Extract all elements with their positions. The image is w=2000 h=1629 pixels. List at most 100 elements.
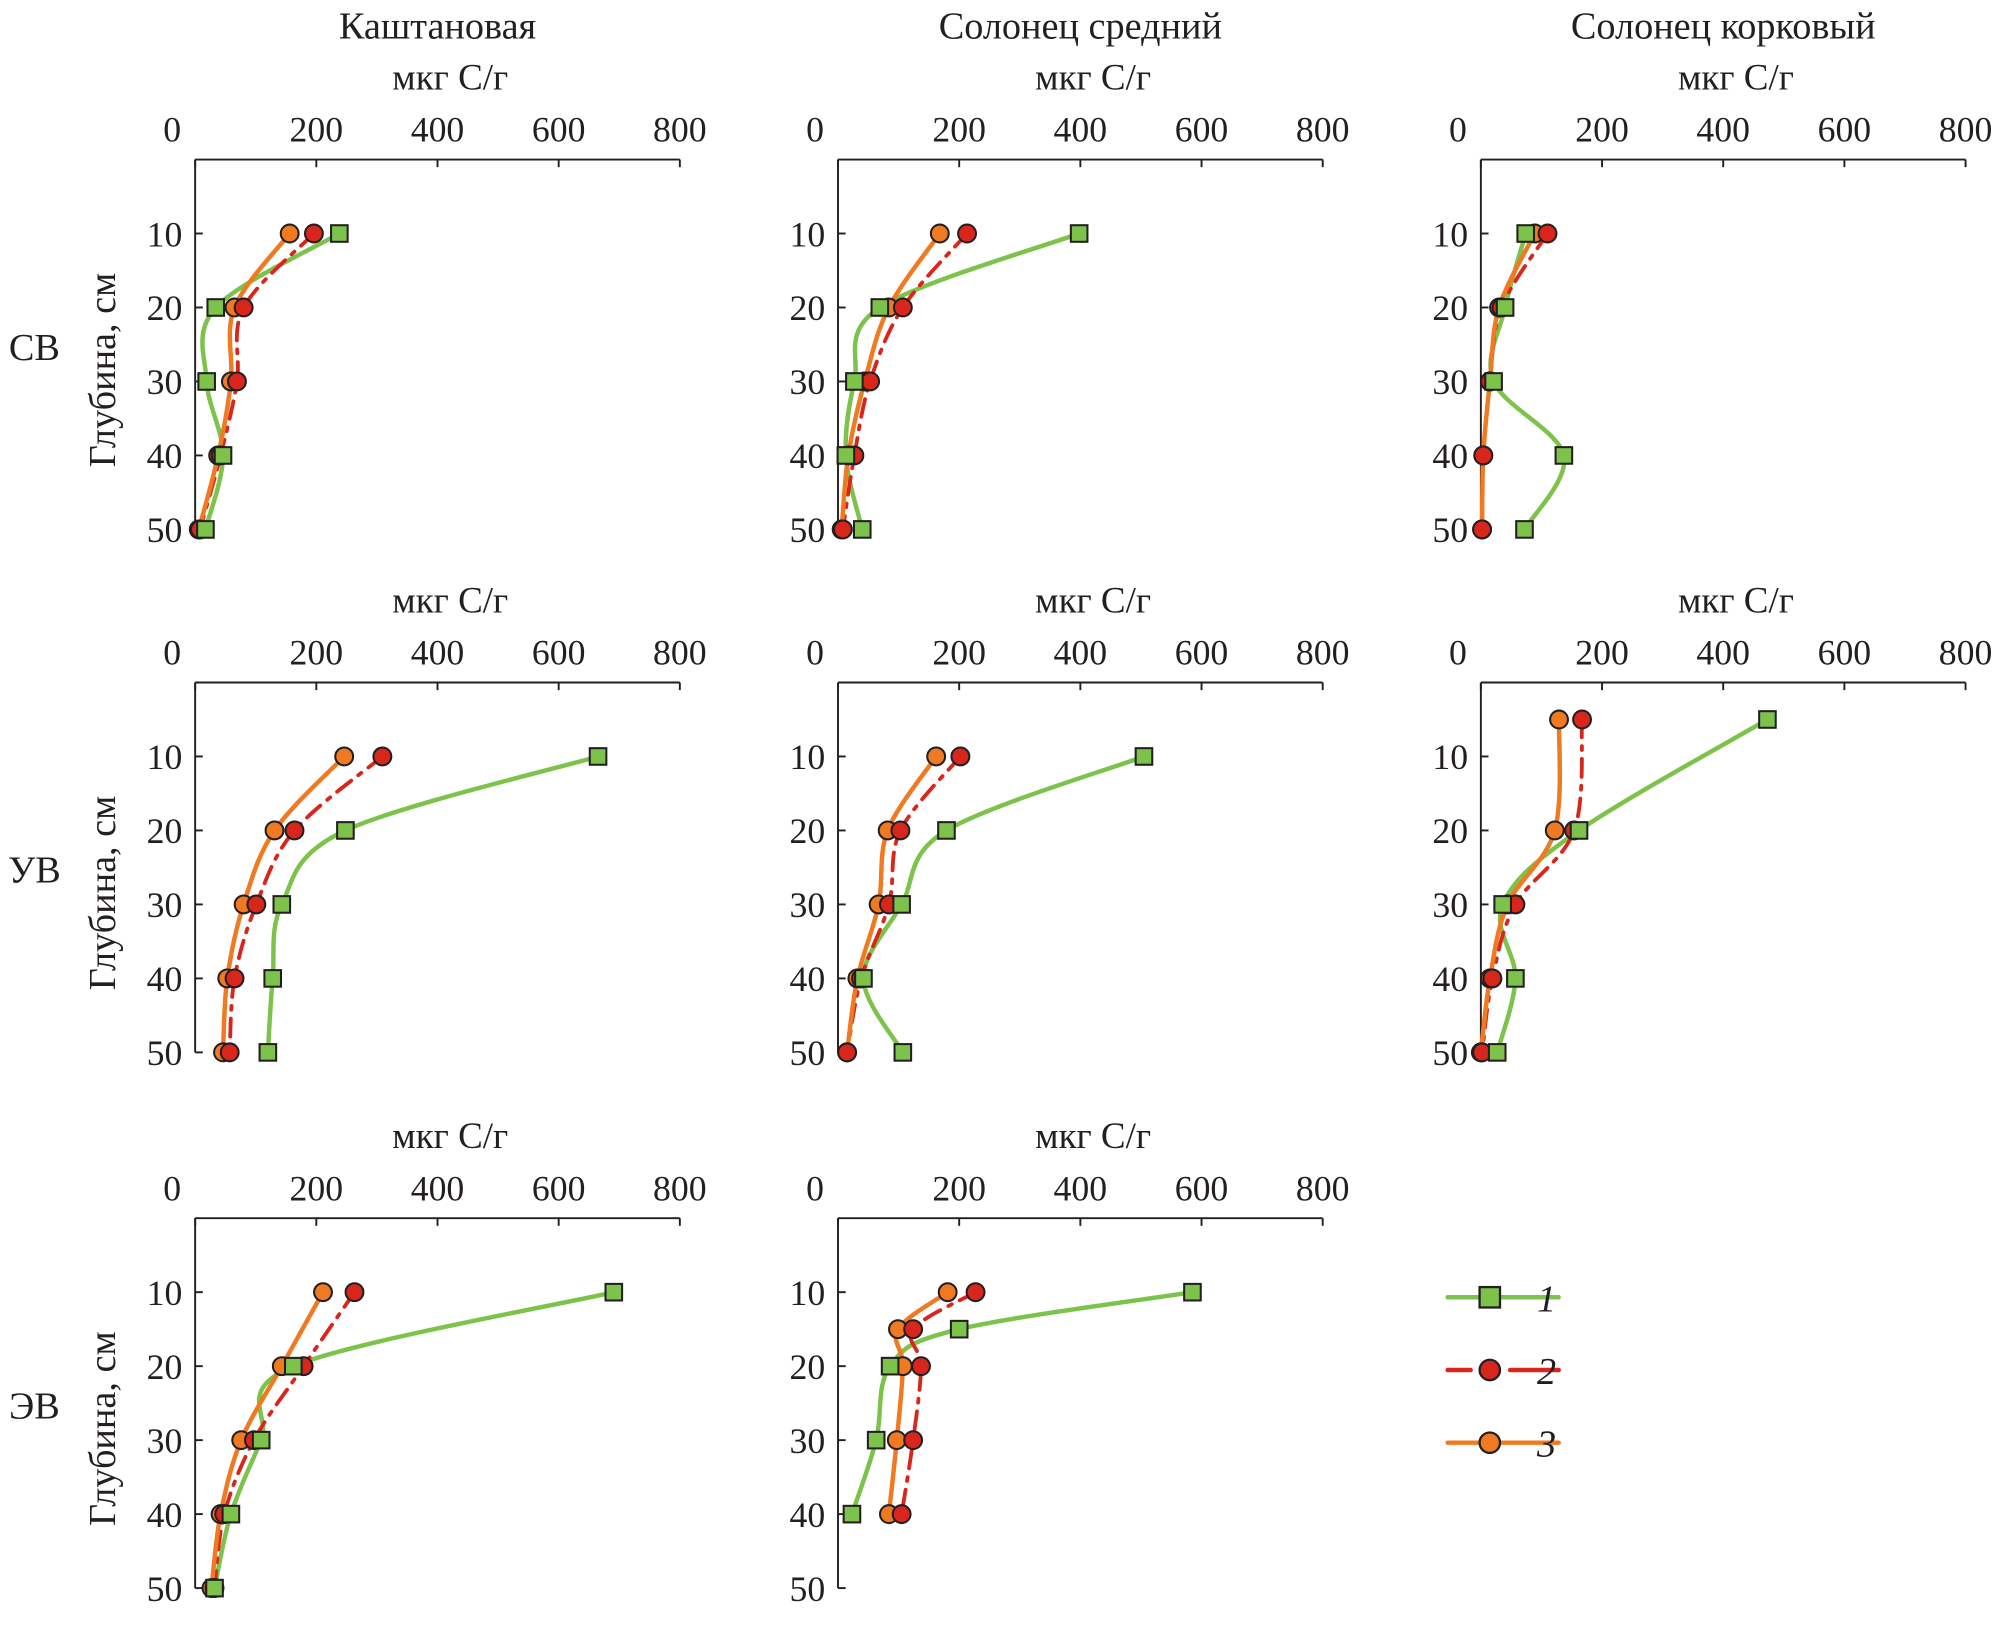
y-tick-label: 30 [1432, 885, 1468, 925]
series-1-line [861, 754, 1147, 1055]
y-tick-label: 50 [790, 510, 826, 550]
series-2-line [840, 231, 969, 532]
x-tick-label: 0 [163, 110, 181, 150]
series-1-point [1487, 1043, 1507, 1062]
y-tick-label: 30 [790, 362, 826, 402]
panel-0-1: мкг С/г 0 200 400 600 800 10 20 30 40 50 [790, 56, 1350, 550]
x-tick-label: 0 [163, 1168, 181, 1208]
series-1-point [1515, 520, 1534, 539]
series-1-point [852, 520, 872, 539]
y-tick-label: 20 [790, 288, 826, 328]
y-tick-label: 40 [790, 1495, 826, 1535]
series-1-line [843, 231, 1082, 532]
x-axis-label: мкг С/г [1035, 1115, 1151, 1156]
y-tick-label: 50 [790, 1033, 826, 1073]
series-3-point [334, 746, 355, 767]
y-tick-label: 50 [147, 1569, 183, 1609]
series-2-point [957, 223, 978, 244]
series-2-point [965, 1282, 986, 1303]
y-tick-label: 20 [147, 811, 183, 851]
y-tick-label: 50 [1432, 510, 1468, 550]
y-tick-label: 10 [1432, 214, 1468, 254]
series-3-point [926, 746, 947, 767]
x-tick-label: 0 [1449, 110, 1467, 150]
x-axis-label: мкг С/г [392, 1115, 508, 1156]
panel-1-2: мкг С/г 0 200 400 600 800 10 20 30 40 50 [1432, 579, 1992, 1073]
series-2-point [1572, 709, 1592, 730]
panel-0-0: мкг С/г 0 200 400 600 800 10 20 30 40 50 Глубина, с… [82, 56, 707, 550]
series-3-point [1549, 709, 1569, 730]
series-1-point [206, 298, 226, 317]
x-tick-label: 0 [1449, 633, 1467, 673]
series-3-point [264, 820, 285, 841]
x-tick-label: 0 [806, 110, 824, 150]
series-2-point [1482, 968, 1503, 989]
legend: 1 2 3 [1445, 1278, 1561, 1466]
x-tick-label: 200 [1575, 110, 1629, 150]
row-label-sv: СВ [9, 327, 60, 369]
series-2-point [950, 746, 971, 767]
series-1-point [854, 969, 873, 988]
series-1-point [1516, 224, 1536, 243]
x-tick-label: 600 [1175, 110, 1229, 150]
series-1-point [1554, 446, 1574, 465]
series-1-point [336, 821, 355, 840]
x-tick-label: 800 [653, 110, 707, 150]
x-tick-label: 800 [1296, 110, 1350, 150]
y-tick-label: 40 [790, 959, 826, 999]
series-2-point [911, 1356, 931, 1377]
series-1-point [196, 520, 215, 539]
series-3-point [279, 223, 300, 244]
series-2-point [832, 519, 853, 540]
series-1-line [265, 754, 601, 1055]
series-1-point [1495, 298, 1515, 317]
x-tick-label: 800 [653, 1168, 707, 1208]
series-1-point [197, 372, 216, 391]
series-2-point [303, 223, 324, 244]
y-tick-label: 20 [1432, 811, 1468, 851]
x-tick-label: 400 [1054, 110, 1108, 150]
series-1-point [272, 895, 292, 914]
x-tick-label: 600 [1175, 633, 1229, 673]
legend-marker-3 [1478, 1431, 1502, 1455]
series-1-point [937, 821, 956, 840]
series-3-point [929, 223, 950, 244]
series-1-point [842, 1504, 862, 1524]
series-1-point [1758, 710, 1777, 729]
y-tick-label: 10 [147, 1273, 183, 1313]
x-tick-label: 800 [1939, 633, 1993, 673]
x-axis-label: мкг С/г [1035, 579, 1151, 620]
x-tick-label: 400 [411, 110, 465, 150]
series-2-line [899, 1290, 978, 1517]
series-1-point [205, 1578, 224, 1598]
x-tick-label: 200 [290, 1168, 344, 1208]
series-2-point [1473, 445, 1494, 466]
y-tick-label: 40 [147, 959, 183, 999]
series-1-point [866, 1430, 886, 1450]
series-2-point [837, 1042, 858, 1063]
y-tick-label: 20 [790, 811, 826, 851]
y-tick-label: 50 [790, 1569, 826, 1609]
x-tick-label: 600 [532, 1168, 586, 1208]
series-2-line [212, 1290, 357, 1591]
panel-0-2: мкг С/г 0 200 400 600 800 10 20 30 40 50 [1432, 56, 1992, 550]
x-tick-label: 0 [806, 1168, 824, 1208]
row-label-uv: УВ [8, 850, 61, 892]
series-2-point [903, 1319, 924, 1340]
series-2-line [1480, 717, 1584, 1055]
legend-label-1: 1 [1537, 1278, 1556, 1320]
series-1-line [1494, 717, 1770, 1055]
y-tick-label: 10 [147, 214, 183, 254]
series-1-point [836, 446, 856, 465]
series-1-point [251, 1430, 271, 1450]
y-tick-label: 50 [1432, 1033, 1468, 1073]
y-tick-label: 30 [790, 885, 826, 925]
x-tick-label: 400 [1696, 110, 1750, 150]
x-tick-label: 400 [1696, 633, 1750, 673]
series-2-point [344, 1282, 365, 1303]
y-tick-label: 40 [1432, 436, 1468, 476]
y-tick-label: 10 [790, 1273, 826, 1313]
series-2-point [860, 371, 881, 392]
series-1-point [1183, 1282, 1202, 1302]
